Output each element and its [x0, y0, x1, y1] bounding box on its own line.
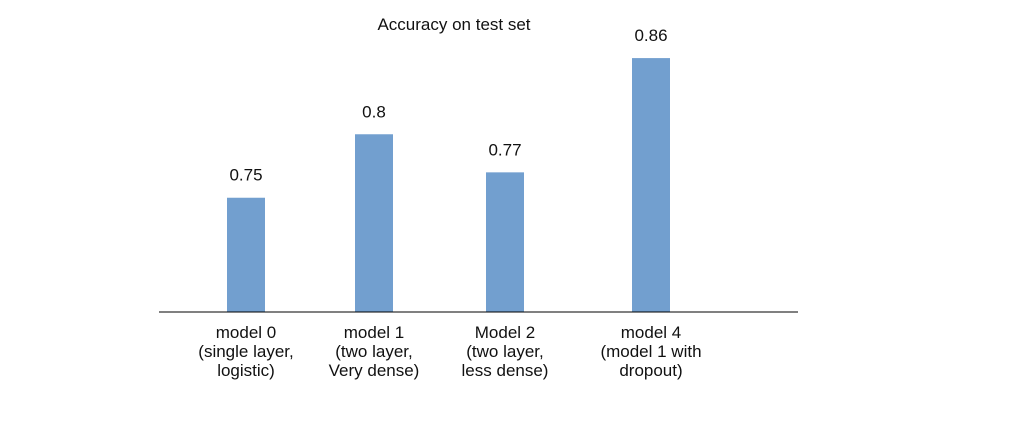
category-label-1-line-2: Very dense) — [329, 361, 420, 380]
bars-group — [227, 58, 670, 312]
category-label-0-line-1: (single layer, — [198, 342, 293, 361]
category-label-2-line-0: Model 2 — [475, 323, 535, 342]
bar-1 — [355, 134, 393, 312]
value-label-1: 0.8 — [362, 102, 386, 121]
bar-0 — [227, 197, 265, 312]
value-label-0: 0.75 — [229, 166, 262, 185]
category-label-1-line-0: model 1 — [344, 323, 404, 342]
category-label-3-line-2: dropout) — [619, 361, 682, 380]
value-label-3: 0.86 — [634, 26, 667, 45]
category-label-0-line-0: model 0 — [216, 323, 276, 342]
category-label-2: Model 2 (two layer, less dense) — [462, 323, 549, 380]
category-labels-group: model 0 (single layer, logistic)model 1 (tw… — [198, 323, 701, 380]
category-label-2-line-1: (two layer, — [466, 342, 543, 361]
value-labels-group: 0.75 0.8 0.77 0.86 — [229, 26, 667, 185]
category-label-3-line-0: model 4 — [621, 323, 681, 342]
category-label-3-line-1: (model 1 with — [600, 342, 701, 361]
category-label-0: model 0 (single layer, logistic) — [198, 323, 293, 380]
category-label-2-line-2: less dense) — [462, 361, 549, 380]
bar-3 — [632, 58, 670, 312]
category-label-0-line-2: logistic) — [217, 361, 275, 380]
chart-title: Accuracy on test set — [377, 15, 530, 34]
category-label-1: model 1 (two layer, Very dense) — [329, 323, 420, 380]
value-label-2: 0.77 — [488, 140, 521, 159]
bar-2 — [486, 172, 524, 312]
category-label-1-line-1: (two layer, — [335, 342, 412, 361]
category-label-3: model 4 (model 1 with dropout) — [600, 323, 701, 380]
